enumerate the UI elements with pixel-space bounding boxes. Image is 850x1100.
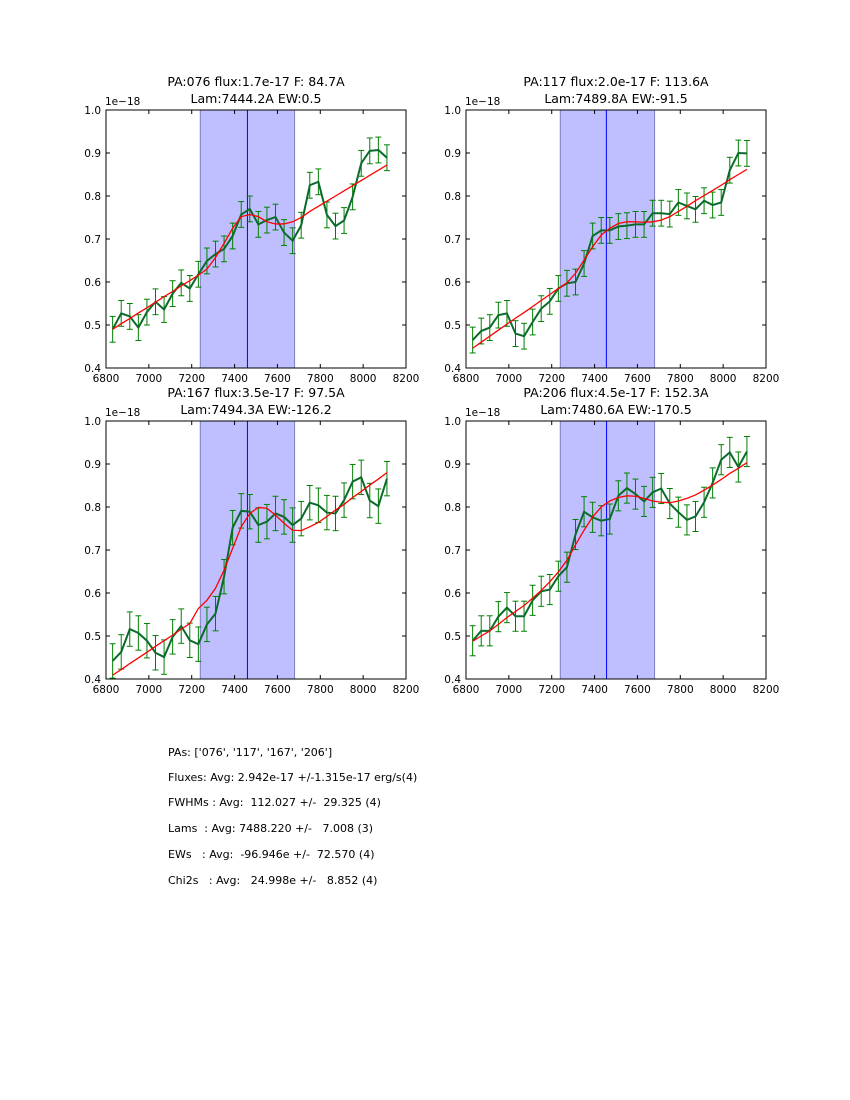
x-tick-label: 7600 [624, 373, 651, 385]
y-tick-label: 0.8 [444, 502, 461, 514]
x-tick-label: 7600 [624, 684, 651, 696]
y-tick-label: 1.0 [84, 416, 101, 428]
subplot-subtitle: Lam:7444.2A EW:0.5 [191, 91, 322, 106]
x-tick-label: 7000 [135, 373, 162, 385]
x-tick-label: 6800 [93, 373, 120, 385]
y-tick-label: 0.9 [84, 148, 101, 160]
x-tick-label: 8200 [753, 373, 780, 385]
y-tick-label: 0.4 [84, 363, 101, 375]
x-tick-label: 7200 [538, 684, 565, 696]
x-tick-label: 7000 [135, 684, 162, 696]
fit-line [112, 164, 388, 330]
y-tick-label: 1.0 [84, 105, 101, 117]
x-tick-label: 7200 [178, 684, 205, 696]
y-tick-label: 0.4 [84, 674, 101, 686]
fit-line [472, 462, 748, 642]
x-tick-label: 7600 [264, 684, 291, 696]
x-tick-label: 8000 [710, 684, 737, 696]
shaded-window [559, 109, 656, 369]
y-tick-label: 0.7 [444, 234, 461, 246]
summary-pas: PAs: ['076', '117', '167', '206'] [168, 746, 333, 759]
y-tick-label: 0.7 [444, 545, 461, 557]
offset-label: 1e−18 [465, 96, 500, 108]
y-tick-label: 0.5 [444, 320, 461, 332]
y-tick-label: 0.9 [84, 459, 101, 471]
x-tick-label: 7000 [495, 684, 522, 696]
y-tick-label: 0.6 [84, 277, 101, 289]
x-tick-label: 6800 [93, 684, 120, 696]
subplot-title: PA:167 flux:3.5e-17 F: 97.5A [167, 385, 345, 400]
subplot-2: PA:117 flux:2.0e-17 F: 113.6A Lam:7489.8A… [444, 74, 779, 385]
offset-label: 1e−18 [465, 407, 500, 419]
x-tick-label: 7800 [307, 373, 334, 385]
y-tick-label: 0.9 [444, 459, 461, 471]
x-tick-label: 8000 [710, 373, 737, 385]
x-tick-label: 7000 [495, 373, 522, 385]
x-tick-label: 7200 [178, 373, 205, 385]
x-tick-label: 8200 [393, 684, 420, 696]
x-tick-label: 7400 [221, 684, 248, 696]
y-tick-label: 0.9 [444, 148, 461, 160]
y-tick-label: 0.4 [444, 674, 461, 686]
x-tick-label: 7200 [538, 373, 565, 385]
offset-label: 1e−18 [105, 96, 140, 108]
subplot-3: PA:167 flux:3.5e-17 F: 97.5A Lam:7494.3A … [84, 385, 419, 696]
subplot-subtitle: Lam:7480.6A EW:-170.5 [540, 402, 691, 417]
y-tick-label: 0.7 [84, 234, 101, 246]
x-tick-label: 7800 [667, 684, 694, 696]
y-tick-label: 0.8 [444, 191, 461, 203]
subplot-title: PA:076 flux:1.7e-17 F: 84.7A [167, 74, 345, 89]
x-tick-label: 8200 [393, 373, 420, 385]
x-tick-label: 7800 [667, 373, 694, 385]
x-tick-label: 8200 [753, 684, 780, 696]
y-tick-label: 0.7 [84, 545, 101, 557]
x-tick-label: 7800 [307, 684, 334, 696]
y-tick-label: 0.5 [444, 631, 461, 643]
subplot-1: PA:076 flux:1.7e-17 F: 84.7A Lam:7444.2A … [84, 74, 419, 385]
summary-chi2s: Chi2s : Avg: 24.998e +/- 8.852 (4) [168, 874, 378, 887]
y-tick-label: 1.0 [444, 105, 461, 117]
y-tick-label: 0.5 [84, 631, 101, 643]
x-tick-label: 8000 [350, 684, 377, 696]
x-tick-label: 7400 [221, 373, 248, 385]
y-tick-label: 0.4 [444, 363, 461, 375]
subplot-subtitle: Lam:7494.3A EW:-126.2 [180, 402, 331, 417]
y-tick-label: 0.8 [84, 502, 101, 514]
y-tick-label: 0.5 [84, 320, 101, 332]
fit-line [472, 168, 748, 349]
x-tick-label: 7400 [581, 684, 608, 696]
subplot-4: PA:206 flux:4.5e-17 F: 152.3A Lam:7480.6A… [444, 385, 779, 696]
subplot-title: PA:206 flux:4.5e-17 F: 152.3A [523, 385, 709, 400]
x-tick-label: 8000 [350, 373, 377, 385]
y-tick-label: 0.6 [84, 588, 101, 600]
summary-fluxes: Fluxes: Avg: 2.942e-17 +/-1.315e-17 erg/… [168, 771, 418, 784]
summary-ews: EWs : Avg: -96.946e +/- 72.570 (4) [168, 848, 375, 861]
x-tick-label: 6800 [453, 684, 480, 696]
offset-label: 1e−18 [105, 407, 140, 419]
x-tick-label: 7400 [581, 373, 608, 385]
y-tick-label: 0.8 [84, 191, 101, 203]
x-tick-label: 6800 [453, 373, 480, 385]
subplot-title: PA:117 flux:2.0e-17 F: 113.6A [523, 74, 709, 89]
y-tick-label: 0.6 [444, 277, 461, 289]
x-tick-label: 7600 [264, 373, 291, 385]
y-tick-label: 1.0 [444, 416, 461, 428]
y-tick-label: 0.6 [444, 588, 461, 600]
fit-line [112, 472, 388, 676]
summary-fwhms: FWHMs : Avg: 112.027 +/- 29.325 (4) [168, 796, 381, 809]
summary-lams: Lams : Avg: 7488.220 +/- 7.008 (3) [168, 822, 374, 835]
subplot-subtitle: Lam:7489.8A EW:-91.5 [544, 91, 687, 106]
